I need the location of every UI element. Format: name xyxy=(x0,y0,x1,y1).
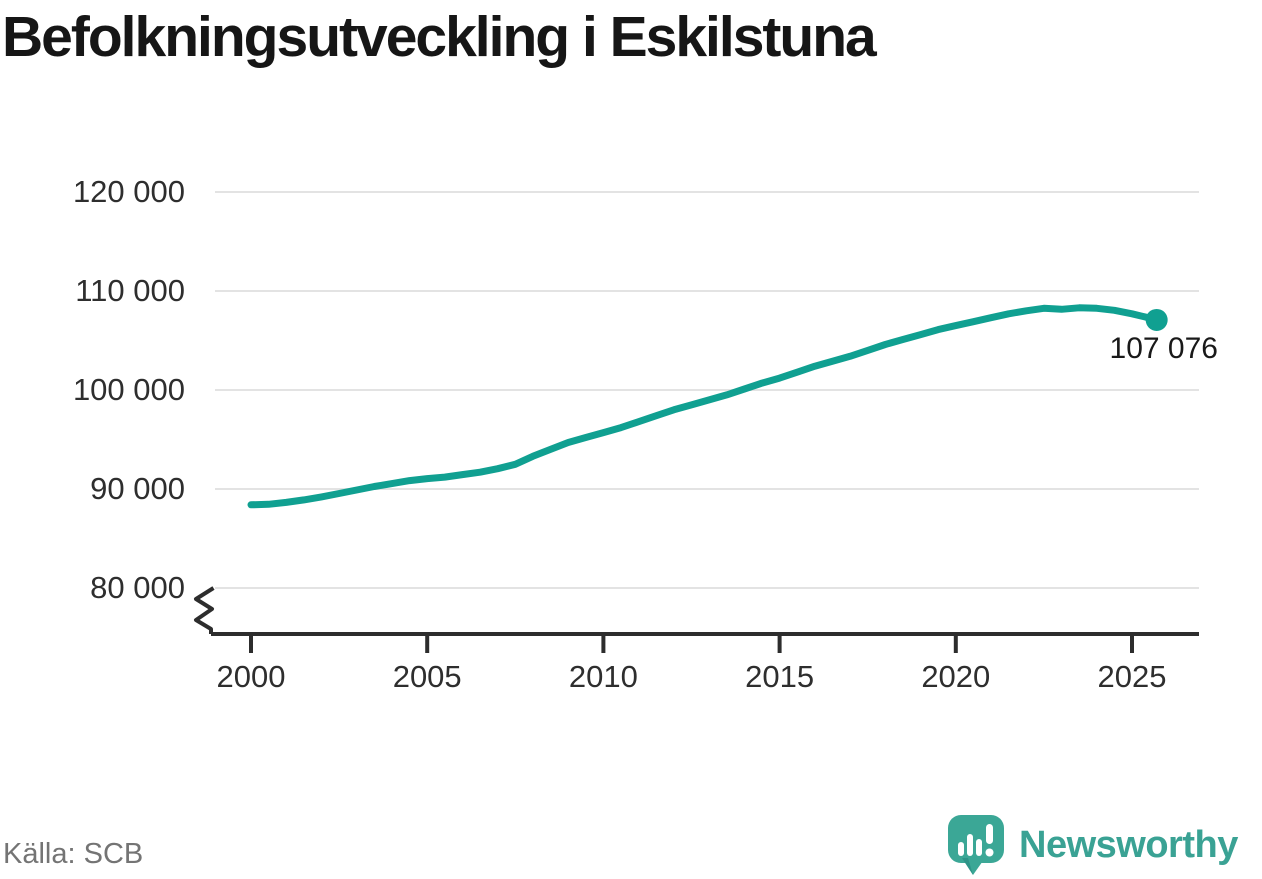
x-axis-tick-label: 2015 xyxy=(745,659,815,694)
population-line xyxy=(247,304,1161,509)
x-axis-tick-label: 2020 xyxy=(921,659,991,694)
newsworthy-wordmark: Newsworthy xyxy=(1019,823,1238,866)
y-axis-tick-label: 110 000 xyxy=(75,273,185,308)
x-axis-tick-label: 2005 xyxy=(392,659,462,694)
newsworthy-speech-bubble-chart-icon xyxy=(948,815,1004,875)
last-value-annotation: 107 076 xyxy=(1109,331,1218,365)
chart-title: Befolkningsutveckling i Eskilstuna xyxy=(2,5,877,69)
source-note: Källa: SCB xyxy=(3,838,144,870)
last-point-marker xyxy=(1145,308,1168,331)
y-axis-tick-label: 100 000 xyxy=(72,372,185,407)
newsworthy-logo: Newsworthy xyxy=(947,813,1259,877)
y-axis-tick-label: 120 000 xyxy=(72,174,185,209)
y-axis-tick-label: 80 000 xyxy=(90,570,185,605)
x-axis-tick-label: 2000 xyxy=(216,659,286,694)
x-axis-tick-label: 2025 xyxy=(1097,659,1167,694)
y-axis-tick-label: 90 000 xyxy=(90,471,185,506)
y-axis-break-zigzag xyxy=(194,586,215,634)
x-axis-tick-label: 2010 xyxy=(568,659,638,694)
